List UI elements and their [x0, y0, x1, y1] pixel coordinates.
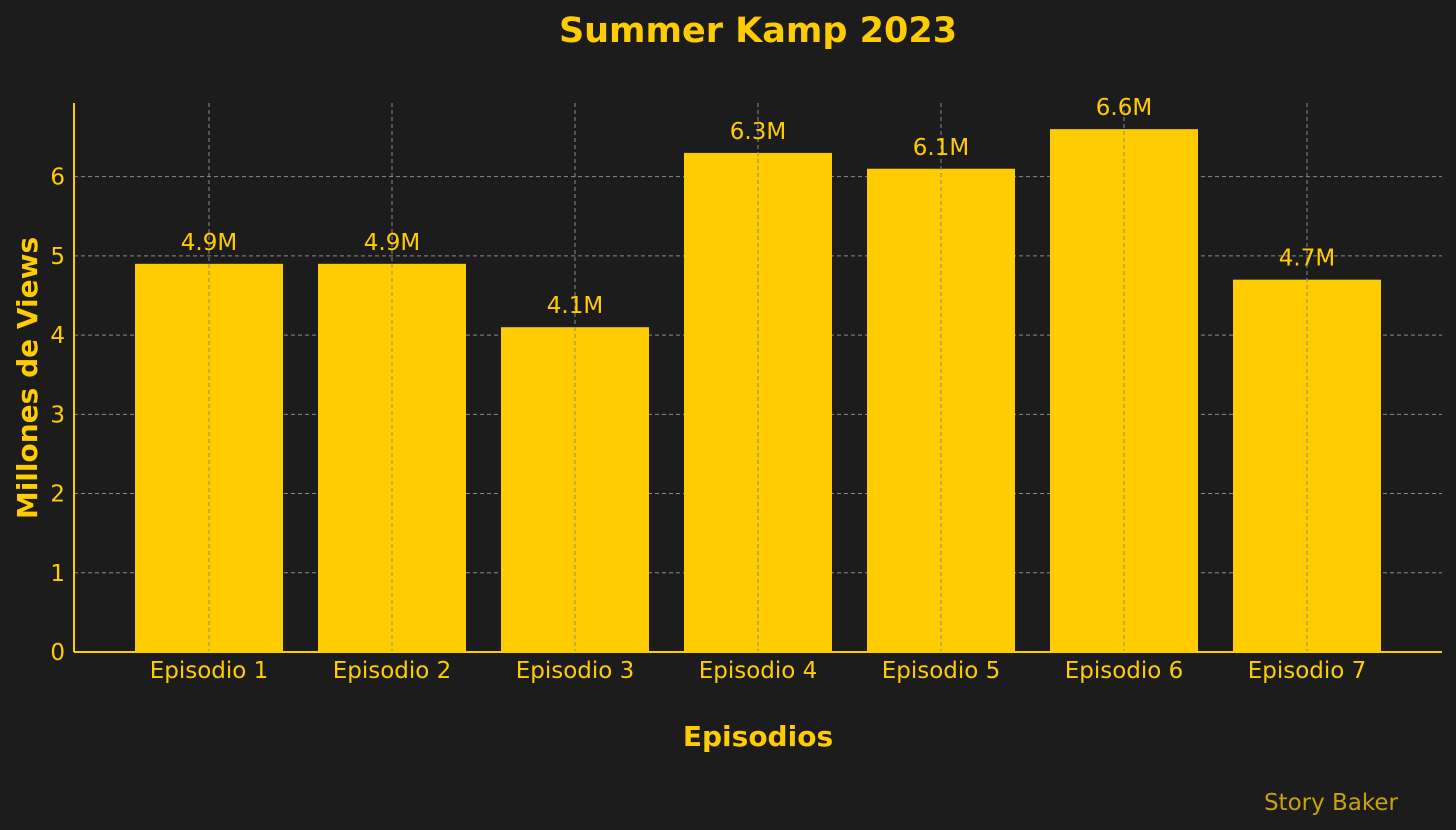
y-tick-label: 2: [50, 482, 65, 508]
bar: [867, 168, 1015, 653]
x-tick-label: Episodio 3: [516, 658, 635, 684]
y-tick-label: 5: [50, 244, 65, 270]
x-tick-labels: Episodio 1 Episodio 2 Episodio 3 Episodio 4…: [150, 658, 1367, 684]
axes: [73, 103, 1442, 653]
vertical-grid: [208, 103, 1308, 652]
watermark: Story Baker: [1264, 790, 1399, 816]
chart-title: Summer Kamp 2023: [559, 11, 957, 51]
y-tick-label: 0: [50, 640, 65, 666]
y-axis-label: Millones de Views: [11, 237, 44, 519]
x-tick-label: Episodio 6: [1065, 658, 1184, 684]
y-tick-labels: 0 1 2 3 4 5 6: [50, 165, 65, 666]
data-label: 4.9M: [364, 230, 420, 256]
y-tick-label: 3: [50, 402, 65, 428]
y-tick-label: 1: [50, 561, 65, 587]
data-label: 6.3M: [730, 119, 786, 145]
data-label: 6.6M: [1096, 95, 1152, 121]
x-tick-label: Episodio 7: [1248, 658, 1367, 684]
x-tick-label: Episodio 2: [333, 658, 452, 684]
y-tick-label: 6: [50, 165, 65, 191]
data-label: 4.7M: [1279, 246, 1335, 272]
data-label: 4.1M: [547, 293, 603, 319]
data-label: 4.9M: [181, 230, 237, 256]
grid: [74, 176, 1442, 574]
x-tick-label: Episodio 4: [699, 658, 818, 684]
x-axis-label: Episodios: [683, 720, 833, 753]
data-labels: 4.9M 4.9M 4.1M 6.3M 6.1M 6.6M 4.7M: [181, 95, 1335, 319]
y-tick-label: 4: [50, 323, 65, 349]
data-label: 6.1M: [913, 135, 969, 161]
x-tick-label: Episodio 5: [882, 658, 1001, 684]
bar: [684, 152, 832, 652]
x-tick-label: Episodio 1: [150, 658, 269, 684]
